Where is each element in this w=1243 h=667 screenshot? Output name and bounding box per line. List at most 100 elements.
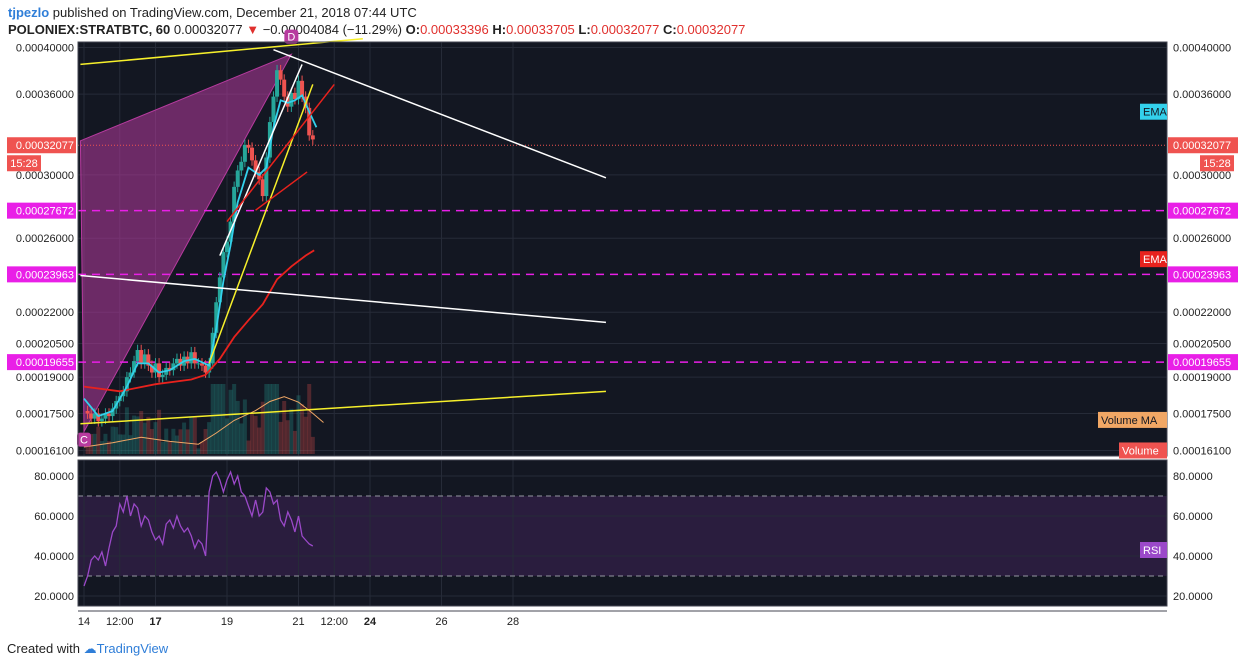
volume-bar-24 xyxy=(167,441,172,454)
volume-bar-8 xyxy=(110,426,115,454)
volume-bar-41 xyxy=(228,389,233,454)
price-tag-right-2: 0.00023963 xyxy=(1173,269,1231,281)
volume-bar-27 xyxy=(178,429,183,454)
candle-body-47 xyxy=(250,147,255,161)
rsi-tick-left-0: 80.0000 xyxy=(34,471,74,483)
ema-fast-line xyxy=(83,94,318,418)
volume-bar-13 xyxy=(128,435,133,454)
price-tick-left-1: 0.00036000 xyxy=(16,89,74,101)
price-tag-right-3: 0.00019655 xyxy=(1173,357,1231,369)
legend-tag-0: EMA xyxy=(1143,107,1168,119)
candle-body-14 xyxy=(132,361,137,373)
volume-bar-38 xyxy=(217,384,222,454)
candle-body-25 xyxy=(171,363,176,371)
candle-body-6 xyxy=(103,413,108,419)
time-tick-4: 21 xyxy=(292,616,304,628)
price-tick-left-3: 0.00026000 xyxy=(16,233,74,245)
volume-bar-37 xyxy=(214,384,219,454)
trend-line-4 xyxy=(219,64,303,256)
candle-body-19 xyxy=(149,365,154,373)
volume-bar-43 xyxy=(235,400,240,454)
candle-body-21 xyxy=(157,363,162,378)
price-tag-right-bg-0 xyxy=(1168,137,1238,154)
candle-body-45 xyxy=(242,144,247,162)
volume-bar-16 xyxy=(139,410,144,454)
price-tag-right-bg-1 xyxy=(1168,202,1238,219)
volume-bar-54 xyxy=(275,384,280,454)
price-tag-left-2: 0.00023963 xyxy=(16,269,74,281)
price-tag-left-bg-3 xyxy=(7,354,76,371)
author-link[interactable]: tjpezlo xyxy=(8,5,50,20)
time-tick-5: 12:00 xyxy=(320,616,348,628)
publish-line: tjpezlo published on TradingView.com, De… xyxy=(8,5,417,20)
volume-bar-56 xyxy=(282,400,287,454)
countdown-right-bg xyxy=(1200,155,1234,172)
symbol-line: POLONIEX:STRATBTC, 60 0.00032077 ▼ −0.00… xyxy=(8,22,745,37)
rsi-band xyxy=(78,496,1167,576)
rsi-tick-left-2: 40.0000 xyxy=(34,551,74,563)
price-tick-left-5: 0.00020500 xyxy=(16,338,74,350)
candle-body-46 xyxy=(246,144,251,148)
price-tag-left-bg-0 xyxy=(7,137,76,154)
volume-bar-64 xyxy=(310,436,315,454)
price-tick-left-7: 0.00017500 xyxy=(16,409,74,421)
rsi-tick-right-1: 60.0000 xyxy=(1173,511,1213,523)
volume-bar-32 xyxy=(196,448,201,454)
price-tick-right-8: 0.00016100 xyxy=(1173,445,1231,457)
candle-body-33 xyxy=(199,363,204,366)
price-tick-right-1: 0.00036000 xyxy=(1173,89,1231,101)
volume-bar-53 xyxy=(271,384,276,454)
volume-bar-2 xyxy=(89,434,94,454)
volume-bar-51 xyxy=(264,384,269,454)
candle-body-20 xyxy=(153,363,158,373)
volume-bar-21 xyxy=(157,409,162,454)
candle-body-8 xyxy=(110,408,115,417)
volume-bar-49 xyxy=(257,427,262,454)
volume-bar-61 xyxy=(300,404,305,454)
candle-body-7 xyxy=(107,413,112,417)
price-tick-right-0: 0.00040000 xyxy=(1173,43,1231,55)
candle-body-32 xyxy=(196,363,201,365)
volume-bar-50 xyxy=(260,401,265,454)
candle-body-43 xyxy=(235,170,240,187)
candle-body-64 xyxy=(310,135,315,140)
candle-body-54 xyxy=(275,70,280,97)
candle-body-61 xyxy=(300,80,305,97)
price-tag-left-3: 0.00019655 xyxy=(16,357,74,369)
pattern-label-0: D xyxy=(287,32,295,44)
price-tag-right-1: 0.00027672 xyxy=(1173,206,1231,218)
volume-bar-40 xyxy=(225,418,229,454)
time-tick-8: 28 xyxy=(507,616,519,628)
candle-body-40 xyxy=(225,241,229,253)
legend-tag-3: Volume xyxy=(1122,445,1159,457)
price-tag-left-1: 0.00027672 xyxy=(16,206,74,218)
time-tick-2: 17 xyxy=(149,616,161,628)
tradingview-brand[interactable]: TradingView xyxy=(96,641,169,656)
legend-tag-4: RSI xyxy=(1143,545,1161,557)
price-tag-left-0: 0.00032077 xyxy=(16,140,74,152)
rsi-tick-left-3: 20.0000 xyxy=(34,591,74,603)
candle-body-5 xyxy=(99,418,104,422)
candle-body-48 xyxy=(253,160,258,172)
tradingview-logo-icon[interactable]: ☁ xyxy=(83,641,97,656)
volume-bar-28 xyxy=(182,422,187,454)
price-tag-right-bg-2 xyxy=(1168,266,1238,283)
trend-line-7 xyxy=(255,171,308,211)
rsi-tick-left-1: 60.0000 xyxy=(34,511,74,523)
volume-bar-42 xyxy=(232,384,237,454)
created-text: Created with xyxy=(7,641,80,656)
candle-body-1 xyxy=(85,411,90,414)
low-value: 0.00032077 xyxy=(590,22,660,37)
ema-slow-line xyxy=(83,249,315,393)
trend-line-6 xyxy=(226,83,335,222)
candle-body-15 xyxy=(135,350,140,362)
candle-body-44 xyxy=(239,161,244,171)
rsi-line xyxy=(83,470,314,587)
legend-tag-bg-3 xyxy=(1119,442,1167,459)
volume-bar-57 xyxy=(285,420,290,454)
legend-tag-bg-4 xyxy=(1140,542,1167,558)
price-tick-right-5: 0.00020500 xyxy=(1173,338,1231,350)
change-arrow-icon: ▼ xyxy=(246,22,260,37)
legend-tag-bg-2 xyxy=(1098,411,1167,428)
